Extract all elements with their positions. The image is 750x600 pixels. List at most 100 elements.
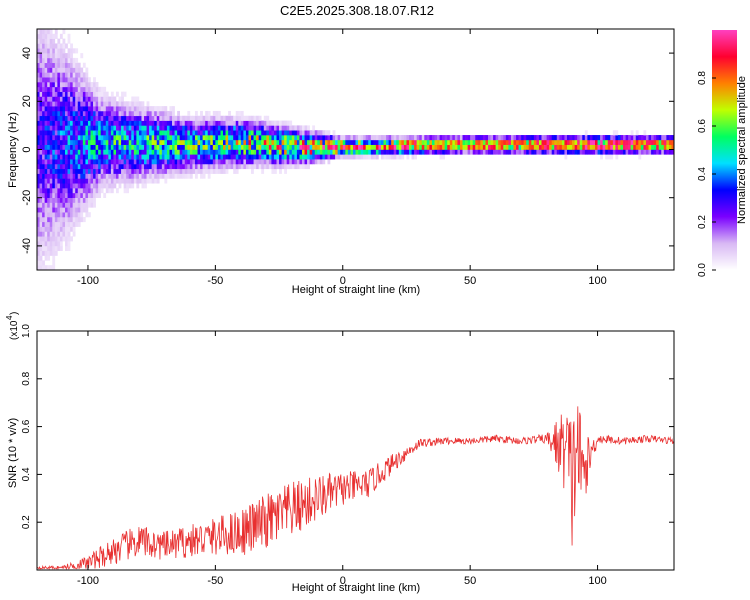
heatmap-cell: [243, 154, 247, 160]
heatmap-cell: [37, 168, 40, 174]
heatmap-cell: [95, 125, 99, 131]
heatmap-cell: [490, 135, 494, 141]
heatmap-cell: [174, 115, 178, 121]
heatmap-cell: [90, 202, 94, 208]
heatmap-cell: [648, 149, 652, 155]
heatmap-cell: [67, 178, 71, 184]
heatmap-cell: [98, 178, 101, 184]
heatmap-cell: [488, 135, 491, 141]
heatmap-cell: [220, 120, 224, 126]
heatmap-cell: [108, 149, 112, 155]
heatmap-cell: [98, 192, 101, 198]
heatmap-cell: [521, 144, 524, 150]
heatmap-cell: [42, 101, 45, 107]
heatmap-cell: [444, 149, 448, 155]
heatmap-cell: [223, 115, 226, 121]
heatmap-cell: [151, 173, 155, 179]
heatmap-cell: [411, 135, 415, 141]
heatmap-cell: [449, 139, 453, 145]
heatmap-cell: [159, 130, 163, 136]
heatmap-cell: [266, 154, 270, 160]
heatmap-cell: [72, 149, 76, 155]
heatmap-cell: [666, 144, 670, 150]
heatmap-cell: [44, 72, 48, 78]
heatmap-cell: [115, 125, 119, 131]
heatmap-cell: [39, 178, 43, 184]
heatmap-cell: [643, 144, 647, 150]
heatmap-cell: [52, 188, 56, 194]
heatmap-cell: [327, 139, 331, 145]
heatmap-cell: [648, 144, 652, 150]
heatmap-cell: [131, 139, 135, 145]
heatmap-cell: [200, 163, 203, 170]
heatmap-cell: [368, 139, 372, 145]
heatmap-cell: [126, 159, 130, 165]
heatmap-cell: [85, 110, 89, 117]
heatmap-cell: [52, 130, 56, 136]
heatmap-cell: [100, 106, 104, 112]
heatmap-cell: [582, 139, 586, 145]
heatmap-cell: [54, 86, 58, 92]
heatmap-cell: [37, 236, 40, 242]
heatmap-cell: [80, 91, 84, 97]
heatmap-cell: [197, 168, 201, 174]
heatmap-cell: [628, 135, 631, 141]
heatmap-cell: [322, 159, 326, 165]
heatmap-cell: [49, 125, 53, 131]
heatmap-cell: [82, 82, 86, 88]
heatmap-cell: [251, 115, 254, 121]
heatmap-cell: [154, 154, 158, 160]
heatmap-cell: [37, 144, 40, 150]
heatmap-cell: [44, 255, 48, 261]
heatmap-cell: [39, 96, 43, 102]
heatmap-cell: [207, 173, 211, 179]
heatmap-cell: [75, 159, 79, 165]
heatmap-cell: [42, 91, 45, 97]
heatmap-cell: [521, 139, 524, 145]
heatmap-cell: [118, 173, 122, 179]
heatmap-cell: [98, 91, 101, 97]
heatmap-cell: [258, 159, 262, 165]
snr-series-line: [36, 406, 675, 571]
heatmap-cell: [128, 101, 132, 107]
heatmap-cell: [559, 135, 563, 141]
heatmap-cell: [54, 250, 58, 256]
heatmap-cell: [228, 110, 231, 117]
heatmap-cell: [340, 144, 344, 150]
heatmap-cell: [146, 110, 150, 117]
heatmap-cell: [220, 144, 224, 150]
heatmap-cell: [47, 96, 51, 102]
heatmap-cell: [77, 221, 81, 227]
heatmap-cell: [85, 82, 89, 88]
heatmap-cell: [110, 106, 114, 112]
heatmap-cell: [108, 178, 112, 184]
heatmap-cell: [54, 67, 58, 73]
heatmap-cell: [70, 188, 73, 194]
heatmap-cell: [579, 144, 583, 150]
heatmap-cell: [118, 101, 122, 107]
heatmap-cell: [184, 144, 188, 150]
heatmap-cell: [513, 149, 517, 155]
heatmap-cell: [93, 139, 96, 145]
heatmap-cell: [549, 135, 552, 141]
heatmap-cell: [105, 178, 109, 184]
heatmap-cell: [121, 125, 124, 131]
heatmap-cell: [324, 135, 328, 141]
heatmap-cell: [266, 149, 270, 155]
heatmap-cell: [393, 154, 397, 160]
heatmap-cell: [521, 149, 524, 155]
heatmap-cell: [49, 226, 53, 232]
heatmap-cell: [100, 159, 104, 165]
heatmap-cell: [62, 173, 66, 179]
heatmap-cell: [480, 135, 484, 141]
heatmap-cell: [393, 144, 397, 150]
heatmap-cell: [434, 139, 438, 145]
heatmap-cell: [133, 168, 137, 174]
heatmap-cell: [258, 135, 262, 141]
heatmap-cell: [159, 110, 163, 117]
heatmap-cell: [90, 159, 94, 165]
heatmap-cell: [335, 139, 338, 145]
heatmap-cell: [230, 120, 234, 126]
heatmap-cell: [77, 178, 81, 184]
heatmap-cell: [623, 144, 626, 150]
